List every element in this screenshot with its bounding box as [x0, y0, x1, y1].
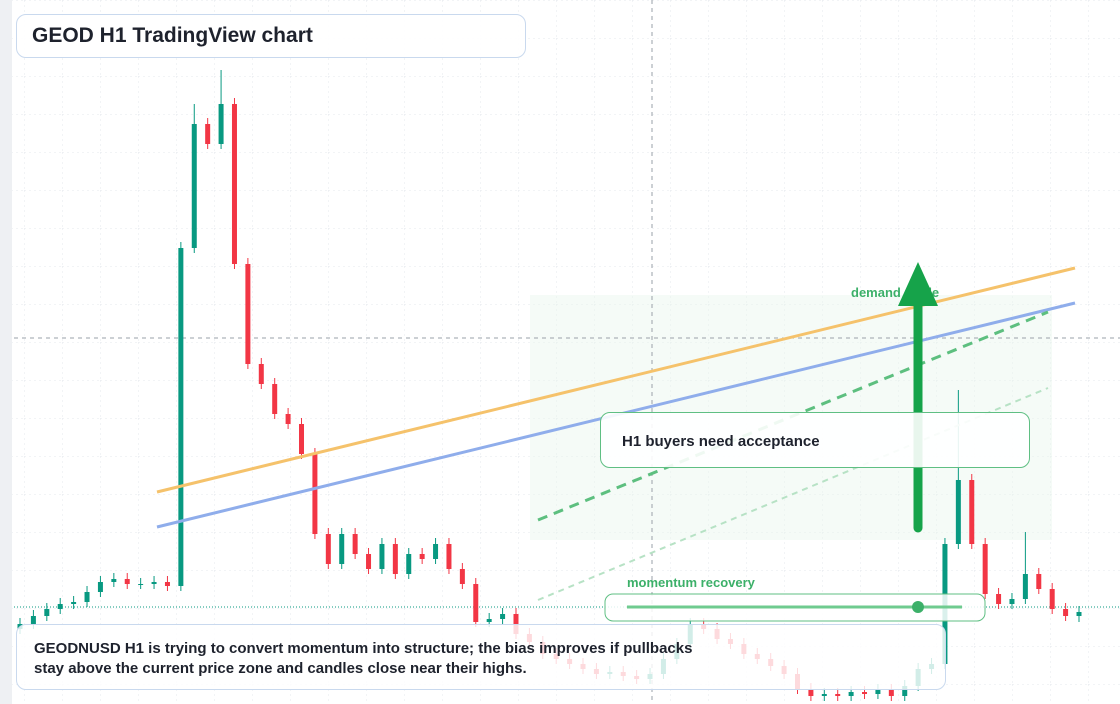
candle-body	[996, 594, 1002, 604]
candle-body	[339, 534, 345, 564]
annotation: demand guide	[851, 285, 940, 300]
candle-body	[888, 690, 894, 696]
candle-body	[325, 534, 331, 564]
candle-body	[366, 554, 372, 569]
candle-body	[191, 124, 197, 248]
candle-body	[433, 544, 439, 559]
title: GEOD H1 TradingView chart	[16, 14, 526, 58]
candle-body	[419, 554, 425, 559]
candle-body	[835, 694, 841, 696]
candle-body	[352, 534, 358, 554]
candle-body	[1076, 612, 1082, 616]
candle-body	[848, 692, 854, 696]
candle-body	[486, 619, 492, 622]
candle-body	[473, 584, 479, 622]
candle-body	[151, 582, 157, 584]
candle-body	[30, 616, 36, 624]
candle-body	[57, 604, 63, 609]
candle-body	[379, 544, 385, 569]
candle-body	[84, 592, 90, 602]
annotation: momentum recovery	[627, 575, 755, 590]
candle-body	[1022, 574, 1028, 599]
side-strip	[0, 0, 12, 704]
candle-body	[1036, 574, 1042, 589]
candle-body	[138, 584, 144, 585]
note: GEODNUSD H1 is trying to convert momentu…	[34, 640, 693, 677]
note-box: GEODNUSD H1 is trying to convert momentu…	[16, 624, 946, 690]
candle-body	[124, 579, 130, 584]
candle-body	[821, 694, 827, 696]
candle-body	[969, 480, 975, 544]
candle-body	[245, 264, 251, 364]
candle-body	[808, 689, 814, 696]
candle-body	[178, 248, 184, 586]
candle-body	[312, 454, 318, 534]
guide-line	[537, 387, 1049, 601]
candle-body	[982, 544, 988, 594]
candle-body	[392, 544, 398, 574]
candle-body	[459, 569, 465, 584]
candle-body	[164, 582, 170, 586]
candle-body	[231, 104, 237, 264]
candle-body	[258, 364, 264, 384]
candle-body	[862, 692, 868, 694]
candle-body	[71, 602, 77, 604]
candle-body	[44, 609, 50, 616]
candle-body	[446, 544, 452, 569]
candle-body	[1063, 609, 1069, 616]
candle-body	[955, 480, 961, 544]
candle-body	[218, 104, 224, 144]
candle-body	[406, 554, 412, 574]
candle-body	[875, 690, 881, 694]
candle-body	[111, 579, 117, 582]
callout: H1 buyers need acceptance	[600, 412, 1030, 468]
candle-body	[97, 582, 103, 592]
candle-body	[285, 414, 291, 424]
candle-body	[500, 614, 506, 619]
candle-body	[205, 124, 211, 144]
candle-body	[272, 384, 278, 414]
candle-body	[299, 424, 305, 454]
candle-body	[1049, 589, 1055, 609]
candle-body	[902, 686, 908, 696]
candle-body	[1009, 599, 1015, 604]
